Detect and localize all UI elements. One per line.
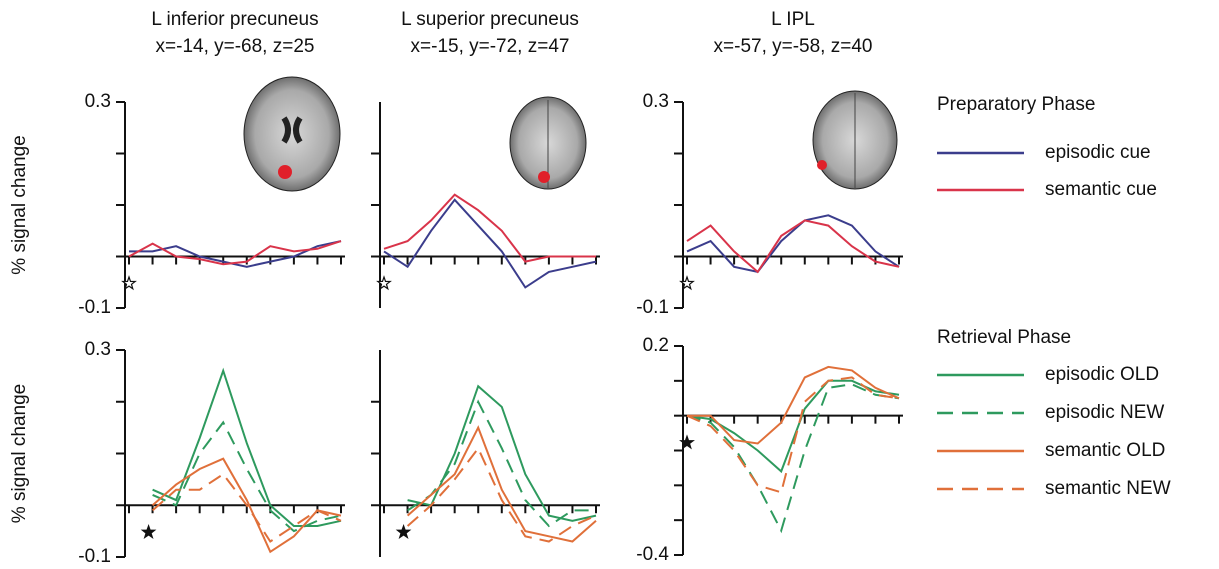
series-line [151,457,342,554]
y-tick-label: -0.1 [78,546,111,567]
series-line [406,446,597,543]
panel-subtitle: x=-15, y=-72, z=47 [411,36,570,57]
legend-label: episodic OLD [1045,364,1159,385]
onset-marker [679,434,695,450]
series-line [407,399,596,528]
panel-title: L superior precuneus [401,9,579,30]
series-line [151,472,342,543]
onset-marker [395,524,412,539]
series-line [686,379,900,474]
series-line [406,425,597,543]
series-line [686,383,900,534]
legend-label: semantic NEW [1045,478,1171,499]
brain-image [243,76,341,192]
y-tick-label: 0.3 [85,339,111,360]
y-axis-label: % signal change [9,384,30,523]
legend-label: semantic cue [1045,179,1157,200]
onset-marker [121,275,137,291]
panel-subtitle: x=-57, y=-58, z=40 [714,36,873,57]
series-line [129,240,342,268]
onset-marker [140,524,157,539]
series-line [383,198,597,289]
series-line [383,193,596,263]
y-axis-label: % signal change [9,135,30,274]
series-line [152,420,342,533]
panel-title: L IPL [771,9,815,30]
y-tick-label: -0.1 [636,297,669,318]
onset-marker [376,275,392,291]
onset-marker [679,275,695,291]
series-line [686,214,900,274]
series-line [128,240,342,266]
y-tick-label: 0.3 [85,91,111,112]
legend-title: Retrieval Phase [937,327,1071,348]
series-line [686,376,900,494]
brain-image [509,96,587,190]
series-line [152,367,342,527]
legend-label: episodic cue [1045,142,1151,163]
y-tick-label: 0.3 [643,91,669,112]
series-line [686,219,900,274]
legend-label: episodic NEW [1045,402,1164,423]
legend-title: Preparatory Phase [937,94,1095,115]
panel-subtitle: x=-14, y=-68, z=25 [156,36,315,57]
y-tick-label: 0.2 [643,335,669,356]
y-tick-label: -0.1 [78,297,111,318]
brain-image [812,90,898,190]
panel-title: L inferior precuneus [151,9,318,30]
y-tick-label: -0.4 [636,544,669,565]
series-line [687,365,900,445]
legend-label: semantic OLD [1045,440,1165,461]
